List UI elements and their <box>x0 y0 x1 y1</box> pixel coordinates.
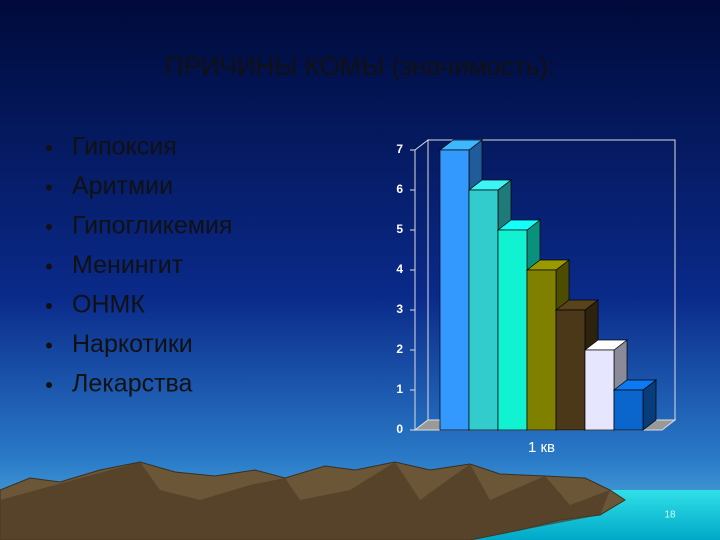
y-tick-label: 7 <box>396 142 403 156</box>
y-tick-label: 3 <box>396 302 403 316</box>
y-tick-label: 5 <box>396 222 403 236</box>
y-tick-label: 0 <box>396 422 403 436</box>
legend-entry: Менингит <box>72 251 184 279</box>
legend-entry: Аритмии <box>72 172 173 200</box>
bar <box>468 189 499 431</box>
page-number: 18 <box>664 510 676 521</box>
bar <box>526 269 557 431</box>
y-tick-label: 2 <box>396 342 403 356</box>
mountain-shade <box>0 462 610 540</box>
bar <box>613 389 644 431</box>
bar <box>584 349 615 431</box>
x-tick-label: 1 кв <box>528 439 555 456</box>
bullet <box>46 184 52 191</box>
bullet <box>46 145 52 151</box>
legend-entry: ОНМК <box>72 291 145 319</box>
bullet <box>46 303 52 309</box>
bullet <box>46 263 52 270</box>
legend-entry: Наркотики <box>72 330 193 358</box>
legend-entry: Гипоксия <box>72 133 177 161</box>
bullet <box>46 342 52 349</box>
bar <box>555 309 586 431</box>
legend-entry: Лекарства <box>72 370 193 398</box>
y-tick-label: 6 <box>396 182 403 196</box>
y-tick-label: 4 <box>396 262 403 276</box>
bullet <box>46 224 52 230</box>
slide-title: ПРИЧИНЫ КОМЫ (значимость): <box>165 51 555 81</box>
bullet <box>46 382 52 388</box>
y-tick-label: 1 <box>396 382 403 396</box>
legend-entry: Гипогликемия <box>72 212 232 240</box>
bar <box>497 229 528 431</box>
bar <box>439 149 470 431</box>
